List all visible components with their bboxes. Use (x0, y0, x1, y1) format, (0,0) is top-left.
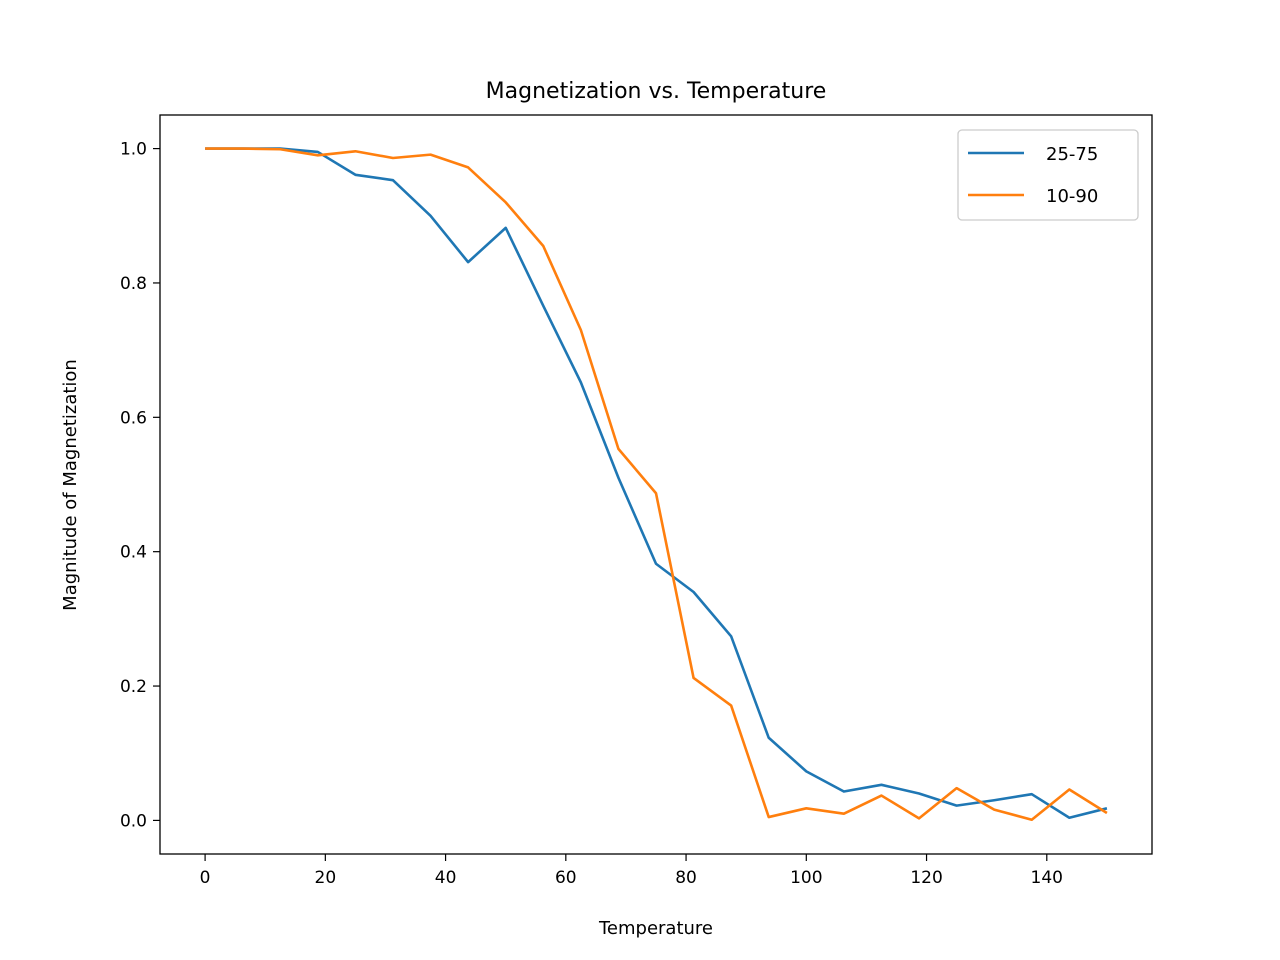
x-tick-label: 40 (435, 868, 457, 888)
plot-area (205, 147, 1108, 822)
legend-label: 25-75 (1046, 144, 1098, 165)
x-tick-label: 120 (910, 868, 942, 888)
x-tick-label: 0 (200, 868, 211, 888)
legend-label: 10-90 (1046, 186, 1098, 207)
y-tick-label: 0.6 (120, 408, 147, 428)
x-tick-label: 20 (315, 868, 337, 888)
x-tick-label: 140 (1031, 868, 1063, 888)
axis-ticks: 0 20 40 60 80 100 120 140 0.0 0.2 0.4 0.6 0.8 1.0 (120, 140, 1063, 888)
y-tick-label: 0.0 (120, 811, 147, 831)
y-axis-label: Magnitude of Magnetization (60, 359, 81, 611)
x-tick-label: 100 (790, 868, 822, 888)
y-tick-label: 0.2 (120, 677, 147, 697)
y-tick-label: 0.4 (120, 543, 147, 563)
x-tick-label: 60 (555, 868, 577, 888)
legend: 25-75 10-90 (957, 129, 1139, 221)
axes-frame (159, 114, 1153, 855)
series-line-25-75 (205, 147, 1108, 820)
y-tick-label: 1.0 (120, 140, 147, 160)
series-line-10-90 (205, 147, 1108, 822)
y-tick-label: 0.8 (120, 274, 147, 294)
x-axis-label: Temperature (598, 918, 713, 939)
x-tick-label: 80 (675, 868, 697, 888)
chart-title: Magnetization vs. Temperature (486, 79, 827, 104)
